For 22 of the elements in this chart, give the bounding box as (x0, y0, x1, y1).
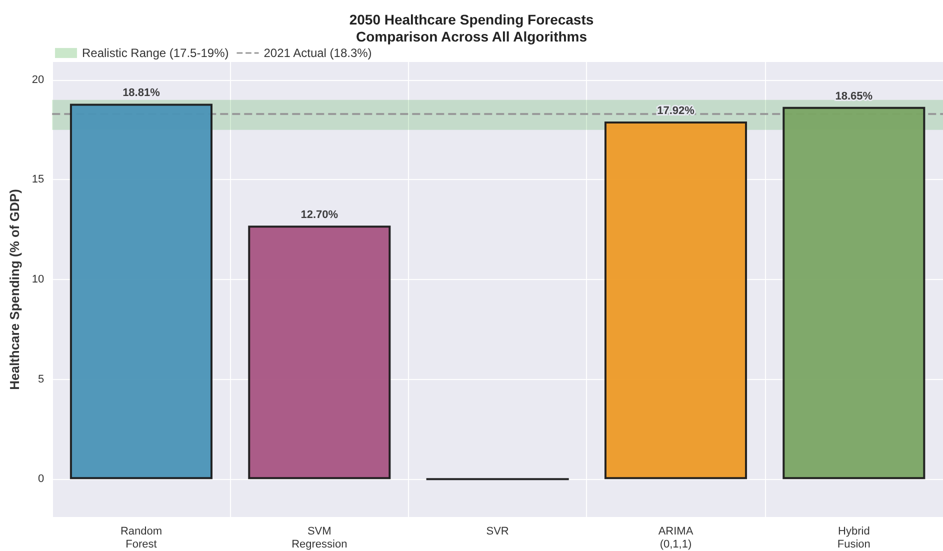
x-tick-label: ARIMA (0,1,1) (658, 526, 694, 550)
legend-label: Realistic Range (17.5-19%) (82, 46, 229, 60)
x-tick-label: Hybrid Fusion (837, 526, 870, 550)
y-tick-label: 5 (38, 373, 44, 386)
y-tick-label: 15 (32, 174, 44, 186)
x-tick-label: Random Forest (120, 526, 162, 550)
y-tick-label: 10 (32, 274, 44, 286)
x-tick-label: SVM Regression (292, 526, 348, 550)
bar (604, 121, 748, 480)
legend-label: 2021 Actual (18.3%) (264, 46, 372, 60)
y-tick-label: 20 (32, 74, 44, 86)
bar (782, 106, 926, 480)
y-tick-label: 0 (38, 473, 44, 486)
data-label: 17.92% (657, 104, 695, 117)
data-label: 18.65% (835, 90, 873, 102)
chart-title: 2050 Healthcare Spending Forecasts Comparison Across All Algorithms (349, 12, 594, 44)
data-label: 12.70% (300, 209, 338, 222)
bar (70, 104, 212, 480)
bar (248, 226, 391, 480)
data-label: 18.81% (122, 87, 160, 100)
y-axis-title: Healthcare Spending (% of GDP) (7, 189, 22, 390)
x-tick-label: SVR (486, 526, 509, 538)
